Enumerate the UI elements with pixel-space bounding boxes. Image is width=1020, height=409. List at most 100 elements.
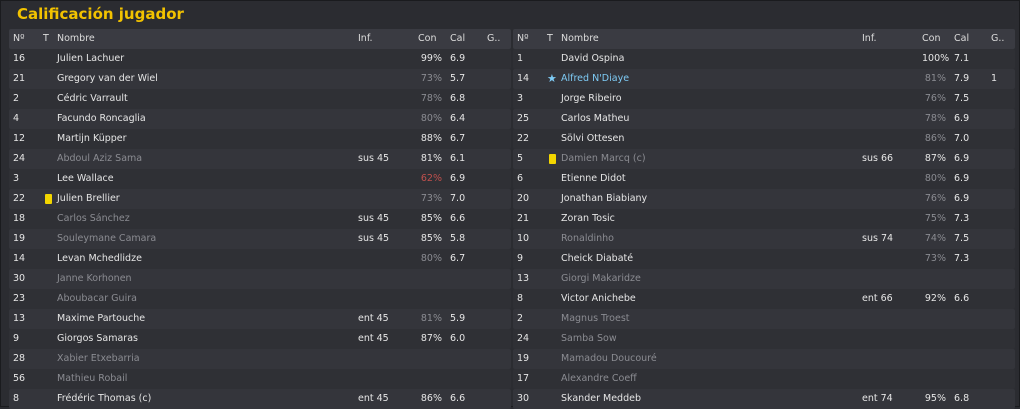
table-row[interactable]: 10 Ronaldinho sus 74 74% 7.5 [513,229,1015,249]
player-name[interactable]: Julien Lachuer [57,53,125,64]
player-name[interactable]: Carlos Sánchez [57,213,130,224]
player-name[interactable]: Damien Marcq (c) [561,153,646,164]
rating-cell: 7.5 [954,93,970,104]
table-row[interactable]: 25 Carlos Matheu 78% 6.9 [513,109,1015,129]
player-name[interactable]: Zoran Tosic [561,213,615,224]
player-name[interactable]: Aboubacar Guira [57,293,137,304]
col-t[interactable]: T [43,33,49,44]
player-name[interactable]: Cédric Varrault [57,93,128,104]
player-name[interactable]: Carlos Matheu [561,113,630,124]
shirt-number: 3 [517,93,524,104]
table-row[interactable]: 23 Aboubacar Guira [9,289,511,309]
table-row[interactable]: 16 Julien Lachuer 99% 6.9 [9,49,511,69]
player-name[interactable]: Jonathan Biabiany [561,193,648,204]
col-name[interactable]: Nombre [561,33,599,44]
table-row[interactable]: 9 Cheick Diabaté 73% 7.3 [513,249,1015,269]
player-name[interactable]: Giorgi Makaridze [561,273,641,284]
player-name[interactable]: Sölvi Ottesen [561,133,625,144]
player-name[interactable]: Ronaldinho [561,233,614,244]
player-name[interactable]: Maxime Partouche [57,313,146,324]
table-row[interactable]: 24 Samba Sow [513,329,1015,349]
table-row[interactable]: 13 Giorgi Makaridze [513,269,1015,289]
table-row[interactable]: 8 Victor Anichebe ent 66 92% 6.6 [513,289,1015,309]
shirt-number: 1 [517,53,524,64]
player-name[interactable]: Souleymane Camara [57,233,157,244]
table-row[interactable]: 21 Zoran Tosic 75% 7.3 [513,209,1015,229]
info-cell: ent 45 [358,393,389,404]
table-row[interactable]: 21 Gregory van der Wiel 73% 5.7 [9,69,511,89]
table-row[interactable]: 13 Maxime Partouche ent 45 81% 5.9 [9,309,511,329]
shirt-number: 20 [517,193,530,204]
table-row[interactable]: 12 Martijn Küpper 88% 6.7 [9,129,511,149]
player-name[interactable]: Gregory van der Wiel [57,73,158,84]
col-cal[interactable]: Cal [954,33,970,44]
condition-cell: 86% [420,393,442,404]
home-team-rows: 16 Julien Lachuer 99% 6.9 21 Gregory van der … [9,49,511,409]
player-name[interactable]: Alfred N'Diaye [561,73,630,84]
player-name[interactable]: Victor Anichebe [561,293,636,304]
player-name[interactable]: Alexandre Coeff [561,373,637,384]
player-name[interactable]: Frédéric Thomas (c) [57,393,152,404]
player-name[interactable]: Levan Mchedlidze [57,253,142,264]
player-name[interactable]: David Ospina [561,53,625,64]
player-name[interactable]: Xabier Etxebarria [57,353,140,364]
table-row[interactable]: 5 Damien Marcq (c) sus 66 87% 6.9 [513,149,1015,169]
col-inf[interactable]: Inf. [862,33,877,44]
table-row[interactable]: 17 Alexandre Coeff [513,369,1015,389]
info-cell: sus 66 [862,153,894,164]
table-row[interactable]: 3 Lee Wallace 62% 6.9 [9,169,511,189]
player-name[interactable]: Janne Korhonen [57,273,132,284]
player-name[interactable]: Lee Wallace [57,173,114,184]
table-row[interactable]: 1 David Ospina 100% 7.1 [513,49,1015,69]
shirt-number: 16 [13,53,26,64]
rating-cell: 6.8 [954,393,970,404]
home-team-table: Nº T Nombre Inf. Con Cal G.. 16 Julien La… [9,29,511,409]
table-row[interactable]: 4 Facundo Roncaglia 80% 6.4 [9,109,511,129]
col-con[interactable]: Con [922,33,941,44]
player-name[interactable]: Facundo Roncaglia [57,113,146,124]
table-row[interactable]: 28 Xabier Etxebarria [9,349,511,369]
table-row[interactable]: 2 Magnus Troest [513,309,1015,329]
table-row[interactable]: 8 Frédéric Thomas (c) ent 45 86% 6.6 [9,389,511,409]
col-number[interactable]: Nº [517,33,529,44]
table-row[interactable]: 2 Cédric Varrault 78% 6.8 [9,89,511,109]
table-row[interactable]: 22 Sölvi Ottesen 86% 7.0 [513,129,1015,149]
player-name[interactable]: Samba Sow [561,333,617,344]
table-row[interactable]: 19 Souleymane Camara sus 45 85% 5.8 [9,229,511,249]
col-number[interactable]: Nº [13,33,25,44]
player-name[interactable]: Magnus Troest [561,313,630,324]
rating-cell: 7.9 [954,73,970,84]
table-row[interactable]: 6 Etienne Didot 80% 6.9 [513,169,1015,189]
condition-cell: 87% [924,153,946,164]
player-name[interactable]: Etienne Didot [561,173,626,184]
col-goals[interactable]: G.. [991,33,1005,44]
table-row[interactable]: 3 Jorge Ribeiro 76% 7.5 [513,89,1015,109]
shirt-number: 13 [517,273,530,284]
player-name[interactable]: Skander Meddeb [561,393,641,404]
table-row[interactable]: 22 Julien Brellier 73% 7.0 [9,189,511,209]
player-name[interactable]: Mathieu Robail [57,373,128,384]
table-row[interactable]: 9 Giorgos Samaras ent 45 87% 6.0 [9,329,511,349]
table-row[interactable]: 56 Mathieu Robail [9,369,511,389]
table-row[interactable]: 30 Skander Meddeb ent 74 95% 6.8 [513,389,1015,409]
table-row[interactable]: 30 Janne Korhonen [9,269,511,289]
table-row[interactable]: 24 Abdoul Aziz Sama sus 45 81% 6.1 [9,149,511,169]
player-name[interactable]: Abdoul Aziz Sama [57,153,143,164]
col-con[interactable]: Con [418,33,437,44]
col-t[interactable]: T [547,33,553,44]
player-name[interactable]: Mamadou Doucouré [561,353,657,364]
col-goals[interactable]: G.. [487,33,501,44]
col-name[interactable]: Nombre [57,33,95,44]
player-name[interactable]: Giorgos Samaras [57,333,138,344]
table-row[interactable]: 14 ★ Alfred N'Diaye 81% 7.9 1 [513,69,1015,89]
col-cal[interactable]: Cal [450,33,466,44]
table-row[interactable]: 19 Mamadou Doucouré [513,349,1015,369]
player-name[interactable]: Jorge Ribeiro [561,93,622,104]
player-name[interactable]: Martijn Küpper [57,133,127,144]
table-row[interactable]: 20 Jonathan Biabiany 76% 6.9 [513,189,1015,209]
player-name[interactable]: Cheick Diabaté [561,253,634,264]
table-row[interactable]: 18 Carlos Sánchez sus 45 85% 6.6 [9,209,511,229]
player-name[interactable]: Julien Brellier [57,193,120,204]
table-row[interactable]: 14 Levan Mchedlidze 80% 6.7 [9,249,511,269]
col-inf[interactable]: Inf. [358,33,373,44]
